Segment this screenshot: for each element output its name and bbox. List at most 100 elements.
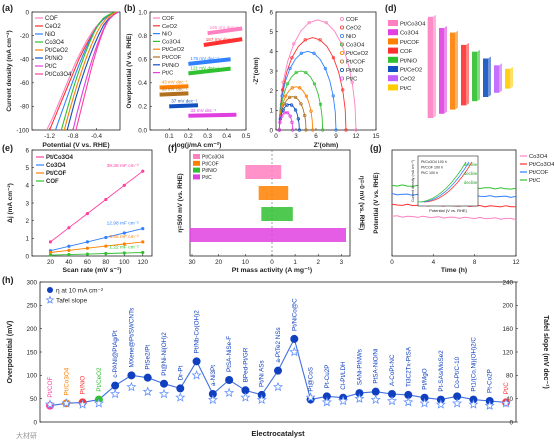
series-band-2 xyxy=(188,57,231,66)
y-tick-label: 240 xyxy=(502,279,513,286)
data-point xyxy=(67,252,71,257)
x-tick-label: 100 xyxy=(119,259,130,266)
y-tick-label: 0.4 xyxy=(138,80,147,87)
capacitance-label: 1.22 mF cm⁻² xyxy=(109,244,139,250)
legend-swatch xyxy=(339,42,344,47)
legend-swatch xyxy=(339,51,344,56)
inset-y-label: Current density (mA cm⁻²) xyxy=(411,160,415,202)
nyquist-point xyxy=(285,103,289,107)
y-tick-label: 0 xyxy=(33,419,37,426)
legend-swatch xyxy=(339,68,344,73)
catalyst-label: Pt/COF xyxy=(47,377,54,398)
overpotential-dot xyxy=(453,392,462,401)
legend-swatch xyxy=(388,56,398,63)
y-tick-label: 200 xyxy=(26,326,37,333)
panel-label-d: (d) xyxy=(385,3,397,13)
y-tick-label: 0 xyxy=(269,127,273,134)
y-tick-label: 0 xyxy=(25,9,29,16)
x-tick-label: -0.4 xyxy=(91,133,102,140)
series-line-2 xyxy=(54,11,119,131)
bar-left-1 xyxy=(258,186,272,200)
nyquist-point xyxy=(318,38,322,42)
nyquist-point xyxy=(307,20,311,25)
data-point xyxy=(141,250,145,255)
tafel-star xyxy=(338,395,349,406)
capacitance-label: 12.98 mF cm⁻² xyxy=(107,221,140,227)
tafel-star xyxy=(240,392,251,402)
catalyst-label: Ti3C2Tx-PtSA xyxy=(405,346,412,387)
bar-2 xyxy=(450,32,455,110)
legend-label: Pt/NiO xyxy=(45,56,63,62)
catalyst-label: Pt/Ni ASs xyxy=(259,360,266,387)
y-axis-label-left: η=500 mV (vs. RHE) xyxy=(177,173,184,232)
legend-swatch xyxy=(339,16,344,21)
overpotential-dot xyxy=(225,376,234,384)
legend-label: NiO xyxy=(162,32,172,38)
legend-swatch xyxy=(339,59,344,64)
x-tick-label: 60 xyxy=(84,259,92,266)
legend-swatch xyxy=(388,75,398,82)
series-band-5 xyxy=(159,91,189,97)
nyquist-arc-4 xyxy=(278,86,314,131)
legend-label: Pt/COF xyxy=(529,170,549,176)
nyquist-point xyxy=(288,95,292,100)
data-point xyxy=(104,235,108,240)
data-point xyxy=(122,251,126,255)
y-tick-label: 5 xyxy=(25,165,29,172)
catalyst-label: Pt/NiCo@C xyxy=(291,298,298,331)
series-band-7 xyxy=(188,112,237,118)
tafel-annotation: 39 mV dec⁻¹ xyxy=(162,87,188,92)
nyquist-point xyxy=(293,95,298,100)
bar-left-2 xyxy=(261,207,272,221)
legend-swatch xyxy=(388,66,398,72)
x-tick-label: 3 xyxy=(294,133,298,140)
bar-side-0 xyxy=(433,14,436,118)
legend-label: Pt/CeO2 xyxy=(346,51,368,57)
legend-swatch xyxy=(193,160,200,166)
plot-frame-g xyxy=(391,149,517,257)
y-tick-label: 200 xyxy=(502,303,513,310)
legend-label: Pt/Co3O4 xyxy=(529,162,554,168)
catalyst-label: PtSA-NiO/Ni xyxy=(373,349,380,384)
x-tick-label: 0.3 xyxy=(203,133,212,140)
y-axis-label: Current density (mA cm⁻²) xyxy=(6,30,13,111)
nyquist-point xyxy=(324,20,328,25)
x-tick-label: 8 xyxy=(473,259,477,266)
overpotential-dot xyxy=(127,371,136,380)
data-point xyxy=(122,242,126,246)
tafel-star xyxy=(289,346,300,357)
bar-left-0 xyxy=(245,165,272,179)
data-point xyxy=(141,169,145,173)
legend-label: Pt/Co3O4 xyxy=(202,155,224,161)
legend-swatch xyxy=(193,174,200,180)
y-axis-label: Overpotential (V vs. RHE) xyxy=(126,34,133,109)
x-tick-label: 0.2 xyxy=(184,133,193,140)
catalyst-label: Pt@CoS xyxy=(308,367,315,392)
y-tick-label: 0.6 xyxy=(138,57,147,64)
nyquist-point xyxy=(341,88,345,92)
nyquist-point xyxy=(296,117,300,121)
legend-swatch xyxy=(388,20,398,26)
overpotential-dot xyxy=(322,392,331,401)
y-axis-label-right: η=-0 mV (vs. RHE) xyxy=(358,176,365,230)
overpotential-dot xyxy=(192,357,201,366)
bar-side-4 xyxy=(477,49,480,102)
y-tick-label: 4 xyxy=(25,183,29,190)
tafel-annotation: 37 mV dec⁻¹ xyxy=(171,98,197,103)
x-tick-label: 15 xyxy=(372,133,380,140)
legend-label: Pt/COF xyxy=(346,60,366,66)
legend-label: Co3O4 xyxy=(400,31,419,37)
tafel-star xyxy=(272,381,284,392)
legend-label: Pt/Co3O4 xyxy=(46,155,74,161)
legend-label: Pt/COF xyxy=(46,171,67,177)
legend-label: Pt/C xyxy=(346,77,357,83)
nyquist-point xyxy=(277,128,281,132)
nyquist-point xyxy=(280,88,285,92)
legend-label: Pt/CeO2 xyxy=(162,47,184,53)
nyquist-point xyxy=(283,94,288,98)
nyquist-point xyxy=(318,102,323,107)
y-tick-label: 3 xyxy=(269,68,273,75)
nyquist-arc-2 xyxy=(278,50,337,131)
nyquist-point xyxy=(285,82,290,86)
nyquist-point xyxy=(292,42,296,46)
